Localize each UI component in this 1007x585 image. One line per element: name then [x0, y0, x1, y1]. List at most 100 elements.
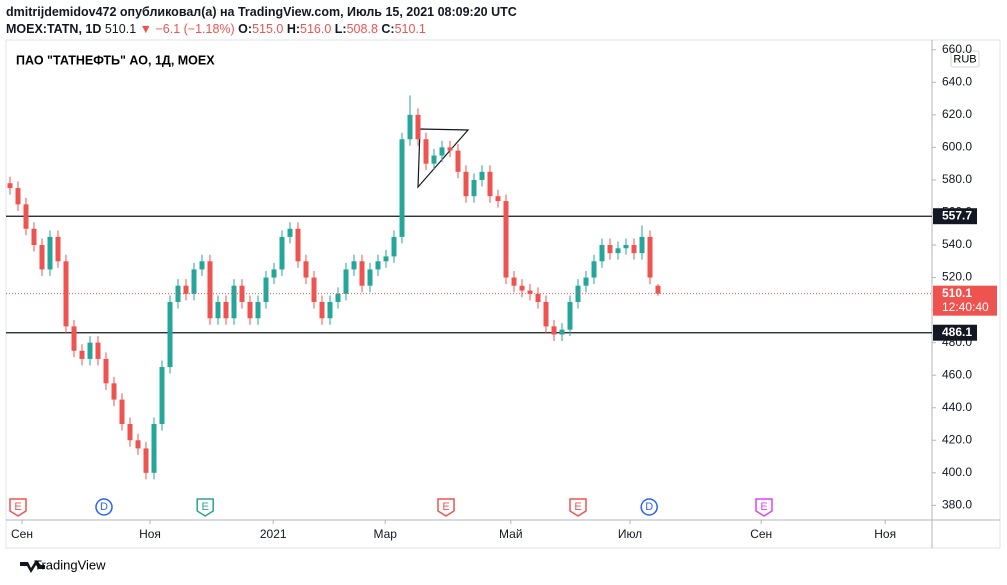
candle-body — [239, 285, 245, 302]
candle-body — [471, 179, 477, 197]
candle-body — [335, 293, 341, 302]
candle-body — [591, 261, 597, 278]
candle-body — [207, 261, 213, 319]
y-tick-label: 640.0 — [942, 74, 972, 88]
candle-body — [199, 261, 205, 270]
y-tick-label: 400.0 — [942, 465, 972, 479]
candle-body — [511, 277, 517, 286]
candle-body — [527, 290, 533, 294]
candle-body — [455, 150, 461, 172]
event-marker — [755, 498, 773, 517]
candle-body — [223, 301, 229, 319]
hline-label: 486.1 — [942, 325, 972, 339]
y-tick-label: 520.0 — [942, 270, 972, 284]
candle-body — [327, 301, 333, 319]
candle-body — [151, 424, 157, 473]
currency: RUB — [953, 53, 976, 65]
x-tick-label: Ноя — [874, 527, 896, 541]
candle-body — [407, 114, 413, 140]
candle-body — [263, 277, 269, 302]
h-label: H: — [286, 22, 301, 36]
currency-box — [950, 50, 980, 68]
o-label: O: — [238, 22, 253, 36]
candle-body — [423, 139, 429, 164]
candle-body — [559, 329, 565, 335]
price: 510.1 — [104, 22, 137, 36]
candle-body — [575, 285, 581, 302]
candle-body — [375, 261, 381, 270]
candle-body — [567, 301, 573, 330]
candle-body — [247, 301, 253, 319]
candle-body — [351, 261, 357, 270]
countdown: 12:40:40 — [942, 300, 989, 314]
candle-body — [367, 269, 373, 286]
candle-body — [479, 171, 485, 180]
candle-body — [359, 261, 365, 286]
candle-body — [103, 358, 109, 384]
event-marker — [437, 498, 455, 517]
candle-body — [279, 236, 285, 270]
y-tick-label: 440.0 — [942, 400, 972, 414]
candle-body — [287, 228, 293, 237]
candle-body — [127, 424, 133, 441]
candle-body — [95, 342, 101, 359]
candle-body — [167, 301, 173, 368]
candle-body — [551, 326, 557, 335]
candle-body — [87, 342, 93, 359]
header-line1: dmitrijdemidov472 опубликовал(а) на Trad… — [6, 5, 517, 19]
brand: TradingView — [34, 557, 106, 572]
candle-body — [143, 448, 149, 473]
event-marker — [9, 498, 27, 517]
y-tick-label: 420.0 — [942, 432, 972, 446]
candle-body — [183, 285, 189, 294]
l-label: L: — [334, 22, 347, 36]
candle-body — [623, 245, 629, 249]
hline-label-box — [933, 324, 977, 341]
candle-body — [303, 261, 309, 278]
candle-body — [271, 269, 277, 278]
event-label: E — [442, 501, 449, 513]
event-label: E — [574, 501, 581, 513]
candle-body — [343, 269, 349, 294]
y-tick-label: 380.0 — [942, 498, 972, 512]
h: 516.0 — [300, 22, 332, 36]
x-tick-label: 2021 — [260, 527, 287, 541]
hline-label-box — [933, 208, 977, 225]
x-tick-label: Ноя — [139, 527, 161, 541]
header-line2: MOEX:TATN, 1D 510.1 ▼ −6.1 (−1.18%) O:51… — [6, 22, 426, 36]
candle-body — [23, 204, 29, 229]
candle-body — [15, 188, 21, 205]
candle-body — [71, 326, 77, 351]
candle-body — [119, 399, 125, 424]
candle-body — [495, 196, 501, 202]
event-label: E — [202, 501, 209, 513]
candle-body — [519, 285, 525, 291]
last-price-box — [933, 285, 997, 316]
symbol: MOEX:TATN, 1D — [6, 22, 102, 36]
candle-body — [607, 245, 613, 254]
event-marker — [95, 498, 113, 516]
candle-body — [535, 293, 541, 302]
candle-body — [215, 301, 221, 319]
candle-body — [159, 367, 165, 424]
triangle-drawing — [417, 128, 470, 189]
candle-body — [31, 228, 37, 246]
y-tick-label: 660.0 — [942, 42, 972, 56]
y-tick-label: 460.0 — [942, 367, 972, 381]
x-tick-label: Май — [499, 527, 523, 541]
candle-body — [543, 301, 549, 327]
x-tick-label: Мар — [373, 527, 397, 541]
candle-body — [319, 301, 325, 319]
last-price-label: 510.1 — [942, 286, 972, 300]
y-tick-label: 540.0 — [942, 237, 972, 251]
candle-body — [47, 236, 53, 270]
candle-body — [391, 236, 397, 257]
y-tick-label: 580.0 — [942, 172, 972, 186]
y-tick-label: 620.0 — [942, 107, 972, 121]
l: 508.8 — [346, 22, 378, 36]
event-label: E — [14, 501, 21, 513]
candle-body — [655, 285, 661, 294]
candle-body — [135, 440, 141, 449]
candle-body — [639, 236, 645, 254]
